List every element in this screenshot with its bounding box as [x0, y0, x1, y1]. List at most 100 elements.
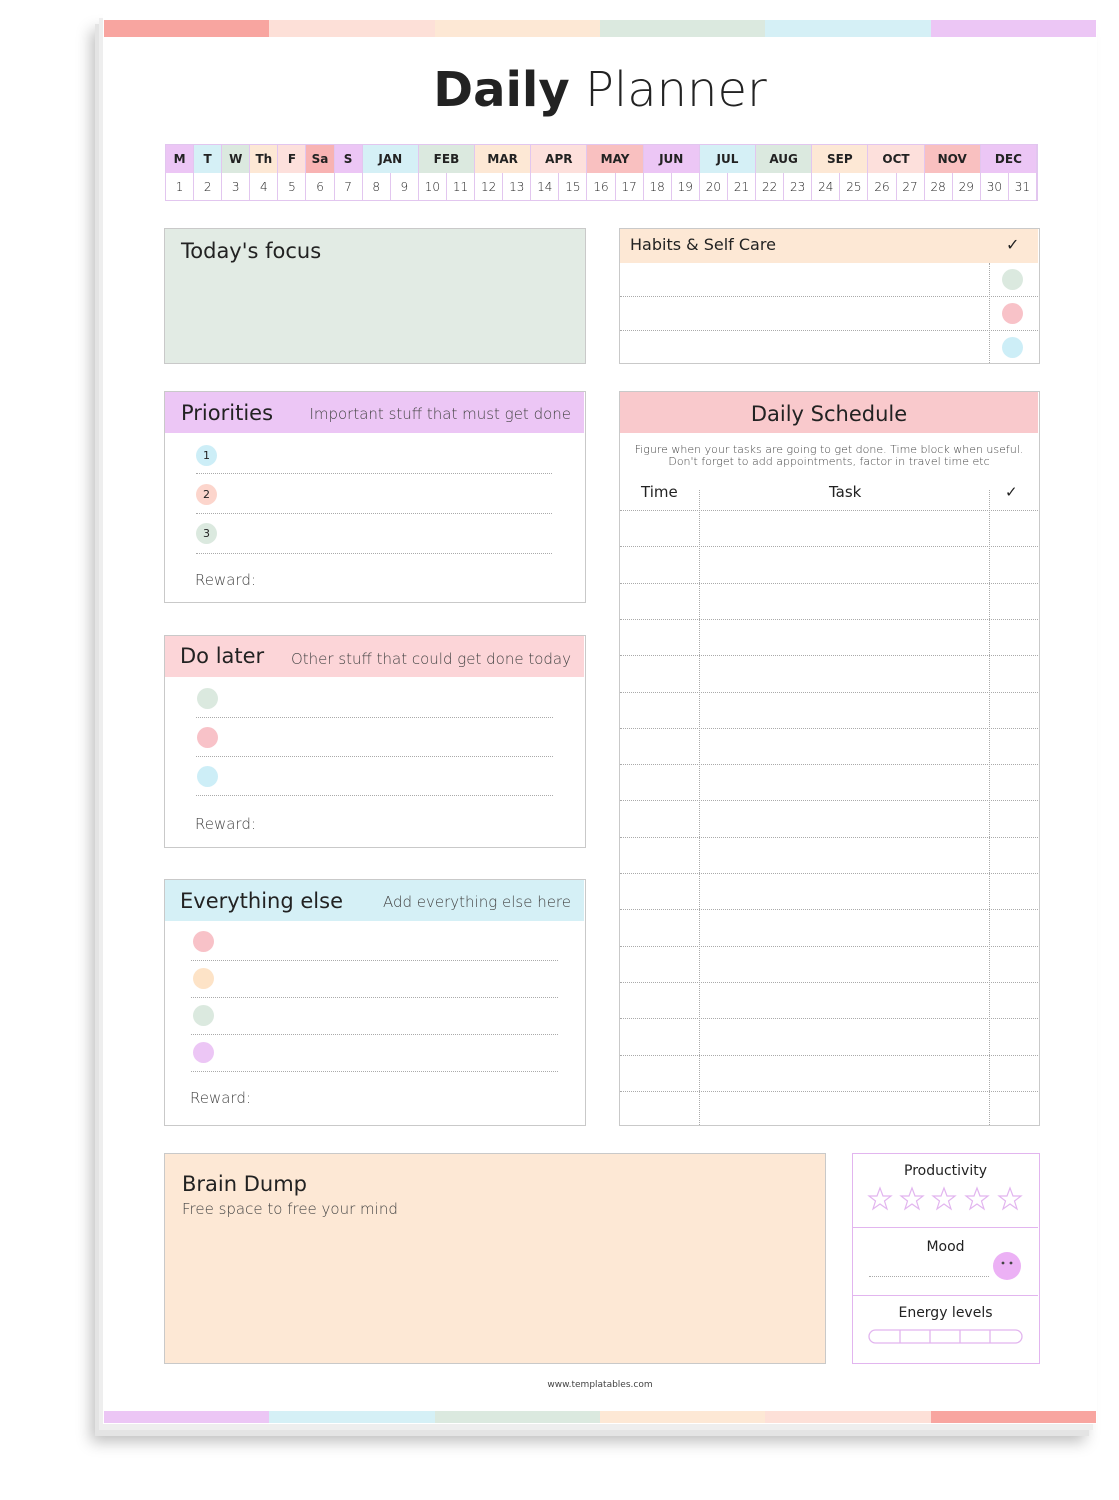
day-cell: 9	[391, 173, 419, 200]
band-segment	[434, 20, 600, 37]
column-header: ✓	[1005, 483, 1018, 501]
band-segment	[104, 20, 270, 37]
month-cell: NOV	[924, 145, 981, 173]
row-line	[620, 330, 1038, 331]
habits-header	[620, 229, 1038, 263]
day-cell: 31	[1009, 173, 1037, 200]
todo-circle	[193, 931, 214, 952]
day-cell: 4	[250, 173, 279, 200]
row-line	[620, 909, 1038, 911]
day-cell: 3	[222, 173, 251, 200]
everything-else-box: Everything else Add everything else here…	[164, 879, 586, 1126]
day-cell: 10	[419, 173, 447, 200]
focus-title: Today's focus	[181, 239, 322, 263]
do-later-title: Do later	[180, 644, 265, 668]
row-line	[620, 582, 1038, 584]
month-cell: MAR	[475, 145, 532, 173]
habit-circle	[1002, 337, 1023, 358]
month-cell: FEB	[418, 145, 476, 173]
band-segment	[765, 20, 931, 37]
month-cell: MAY	[587, 145, 644, 173]
row-line	[620, 873, 1038, 874]
weekday-cell: Th	[250, 145, 279, 173]
reward-label: Reward:	[190, 1089, 251, 1107]
brain-dump-box: Brain Dump Free space to free your mind	[164, 1153, 826, 1364]
day-cell: 19	[672, 173, 700, 200]
weekday-cell: Sa	[306, 145, 335, 173]
band-segment	[269, 20, 435, 37]
day-cell: 6	[306, 173, 335, 200]
row-line	[196, 513, 552, 514]
row-line	[620, 618, 1038, 620]
stars	[867, 1186, 1023, 1211]
row-line	[191, 997, 558, 998]
energy-label: Energy levels	[898, 1305, 993, 1321]
row-line	[196, 553, 552, 554]
schedule-box: Daily Schedule Figure when your tasks ar…	[619, 391, 1040, 1126]
day-cell: 8	[363, 173, 391, 200]
weekday-cell: M	[166, 145, 195, 173]
energy-section: Energy levels	[853, 1296, 1038, 1362]
energy-bar	[868, 1329, 1023, 1344]
band-segment	[434, 1411, 600, 1423]
title: Daily Planner	[104, 62, 1096, 118]
day-cell: 18	[644, 173, 672, 200]
month-cell: AUG	[756, 145, 813, 173]
month-cell: APR	[531, 145, 588, 173]
column-header: Time	[641, 483, 678, 501]
band-segment	[599, 20, 766, 37]
priorities-header	[165, 392, 584, 433]
row-line	[620, 691, 1038, 693]
day-cell: 20	[700, 173, 728, 200]
day-cell: 25	[840, 173, 869, 200]
row-line	[620, 836, 1038, 838]
habit-circle	[1002, 303, 1023, 324]
band-segment	[765, 1411, 931, 1423]
todo-circle	[193, 1042, 214, 1063]
priorities-title: Priorities	[181, 401, 274, 425]
month-cell: SEP	[812, 145, 869, 173]
color-band	[104, 20, 1096, 37]
mood-section: Mood	[853, 1228, 1038, 1296]
schedule-header	[620, 392, 1038, 433]
column-divider	[699, 490, 700, 1125]
month-cell: JUN	[643, 145, 700, 173]
row-line	[196, 717, 553, 718]
day-cell: 11	[447, 173, 476, 200]
weekday-cell: F	[278, 145, 307, 173]
title-regular: Planner	[584, 62, 767, 118]
day-cell: 27	[897, 173, 925, 200]
row-line	[620, 655, 1038, 657]
mood-face	[993, 1252, 1021, 1280]
schedule-title: Daily Schedule	[750, 402, 908, 426]
reward-label: Reward:	[195, 571, 256, 589]
focus-box: Today's focus	[164, 228, 586, 364]
mood-label: Mood	[926, 1239, 965, 1255]
band-segment	[930, 1411, 1096, 1423]
month-cell: DEC	[980, 145, 1037, 173]
row-line	[620, 727, 1038, 729]
band-segment	[104, 1411, 270, 1423]
month-cell: OCT	[868, 145, 925, 173]
ratings-box: Productivity Mood Energy levels	[852, 1153, 1040, 1364]
habits-check: ✓	[1006, 235, 1020, 254]
row-line	[620, 510, 1038, 511]
column-divider	[989, 490, 990, 1125]
day-cell: 1	[166, 173, 195, 200]
day-cell: 22	[756, 173, 785, 200]
habits-box: Habits & Self Care ✓	[619, 228, 1040, 364]
day-cell: 14	[531, 173, 560, 200]
day-cell: 29	[953, 173, 981, 200]
reward-label: Reward:	[195, 815, 256, 833]
row-line	[191, 1034, 558, 1035]
productivity-section: Productivity	[853, 1154, 1038, 1228]
row-line	[620, 764, 1038, 766]
footer: www.templatables.com	[547, 1380, 653, 1390]
band-segment	[599, 1411, 766, 1423]
todo-circle	[193, 1005, 214, 1026]
habit-circle	[1002, 269, 1023, 290]
todo-circle	[197, 727, 218, 748]
day-cell: 30	[981, 173, 1009, 200]
day-cell: 5	[278, 173, 307, 200]
day-cell: 26	[868, 173, 897, 200]
